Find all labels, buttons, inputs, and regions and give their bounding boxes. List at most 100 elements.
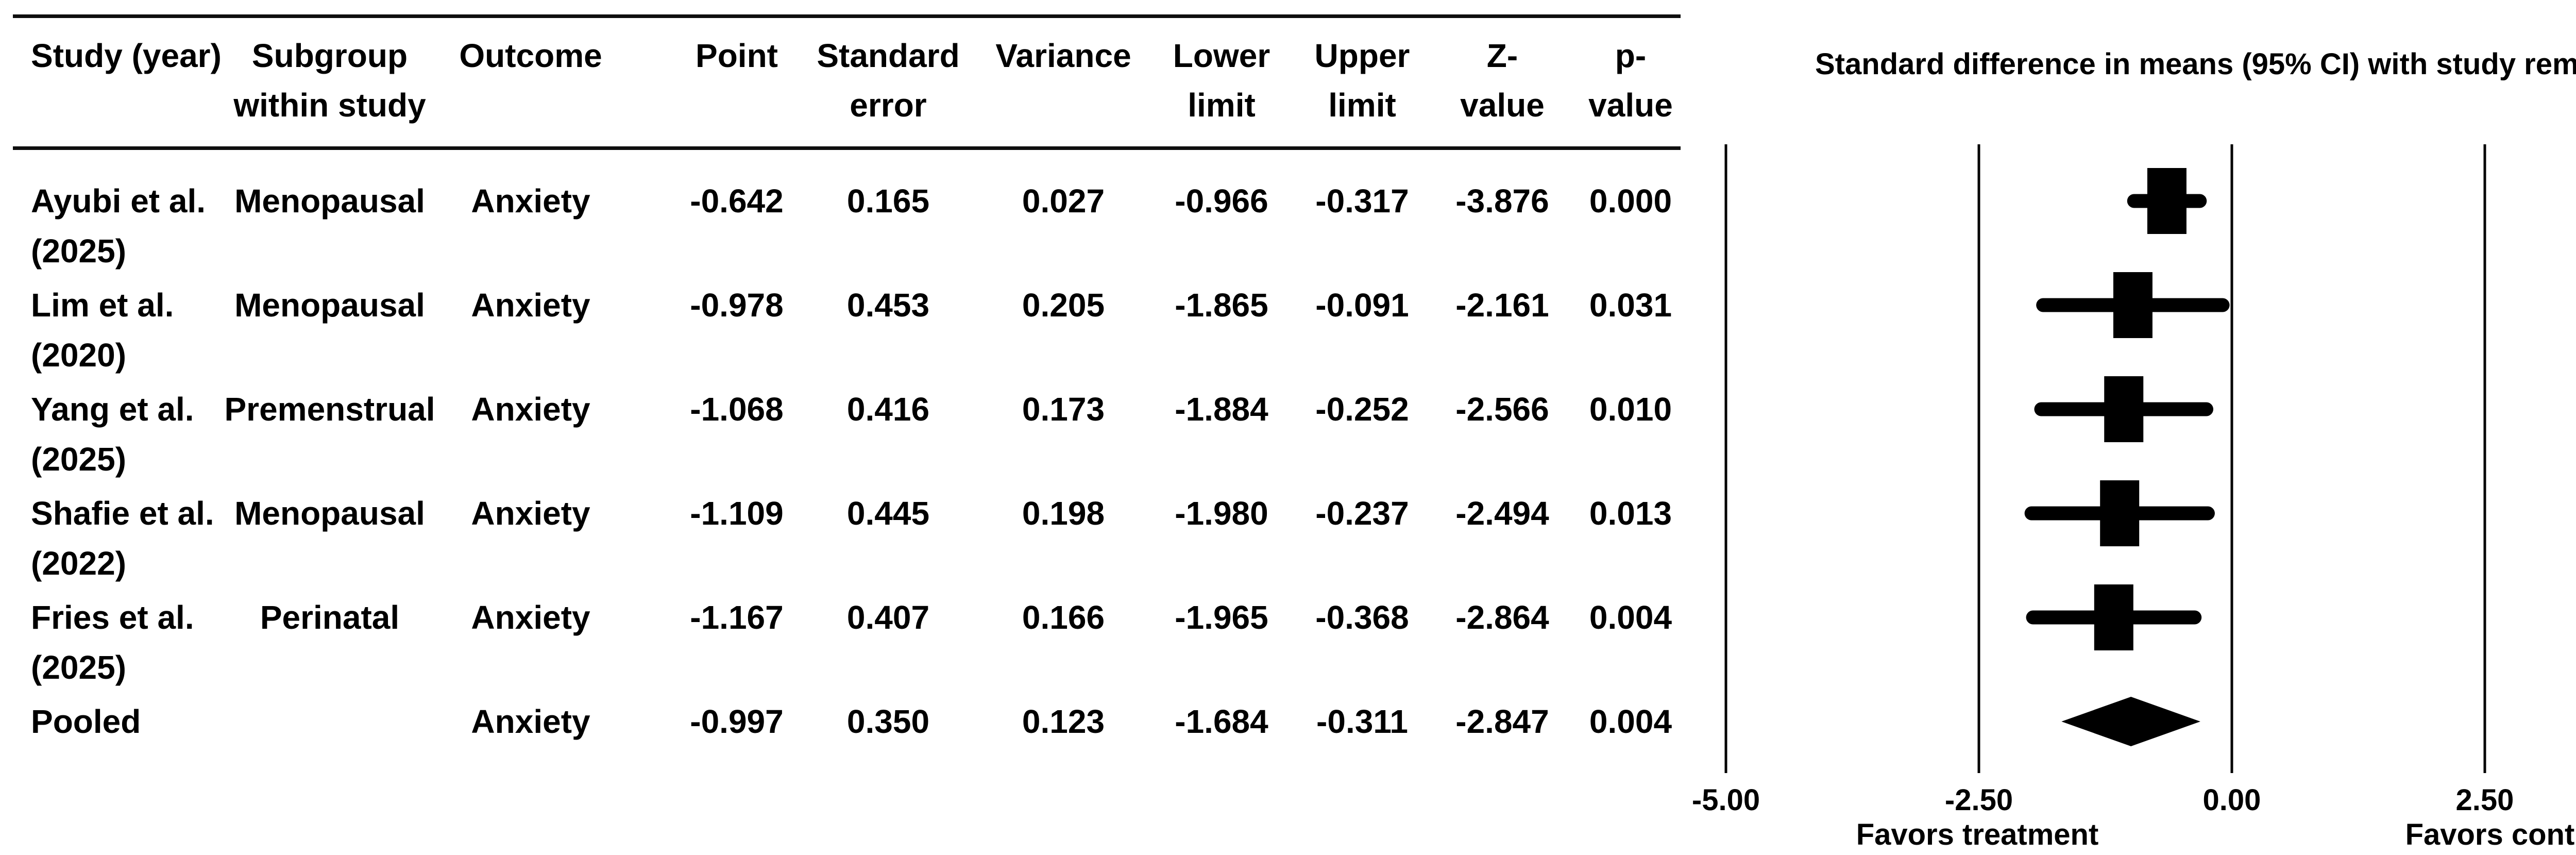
row-0-study: Ayubi et al. (2025) bbox=[31, 176, 258, 276]
header-line: Lower bbox=[1173, 37, 1270, 74]
header-line: limit bbox=[1188, 87, 1256, 124]
row-4-z: -2.864 bbox=[1455, 599, 1549, 636]
row-1-z: -2.161 bbox=[1455, 287, 1549, 324]
row-0-outcome: Anxiety bbox=[471, 182, 590, 220]
row-4-study: Fries et al. (2025) bbox=[31, 593, 258, 693]
header-point: Point bbox=[659, 31, 814, 80]
header-line: Study (year) bbox=[31, 37, 222, 74]
header-line: value bbox=[1588, 87, 1673, 124]
row-1-variance: 0.205 bbox=[1022, 287, 1105, 324]
row-2-se: 0.416 bbox=[846, 391, 930, 428]
row-4-point: -1.167 bbox=[690, 599, 784, 636]
study-name-line: Lim et al. bbox=[31, 287, 174, 324]
axis-tick-2.50: 2.50 bbox=[2455, 783, 2514, 817]
row-1-subgroup: Menopausal bbox=[234, 287, 425, 324]
row-0-point: -0.642 bbox=[690, 182, 784, 220]
header-line: error bbox=[850, 87, 927, 124]
header-line: Standard bbox=[817, 37, 960, 74]
header-line: Upper bbox=[1314, 37, 1410, 74]
table-top-rule bbox=[13, 14, 1681, 18]
row-1-point: -0.978 bbox=[690, 287, 784, 324]
row-5-lower: -1.684 bbox=[1175, 703, 1268, 740]
row-2-lower: -1.884 bbox=[1175, 391, 1268, 428]
row-0-p: 0.000 bbox=[1589, 182, 1672, 220]
point-square-1 bbox=[2113, 272, 2153, 338]
row-2-z: -2.566 bbox=[1455, 391, 1549, 428]
row-2-study: Yang et al. (2025) bbox=[31, 384, 258, 484]
header-line: Variance bbox=[995, 37, 1131, 74]
header-se: Standard error bbox=[811, 31, 965, 130]
point-square-0 bbox=[2147, 168, 2187, 234]
row-4-se: 0.407 bbox=[846, 599, 930, 636]
row-2-upper: -0.252 bbox=[1315, 391, 1409, 428]
header-study: Study (year) bbox=[31, 31, 258, 80]
study-name-line: (2025) bbox=[31, 232, 126, 270]
header-line: Z- bbox=[1486, 37, 1518, 74]
row-1-p: 0.031 bbox=[1589, 287, 1672, 324]
header-z: Z-value bbox=[1425, 31, 1580, 130]
row-5-upper: -0.311 bbox=[1316, 703, 1408, 740]
row-0-lower: -0.966 bbox=[1175, 182, 1268, 220]
row-5-p: 0.004 bbox=[1589, 703, 1672, 740]
row-3-se: 0.445 bbox=[846, 495, 930, 532]
row-1-upper: -0.091 bbox=[1315, 287, 1409, 324]
row-3-point: -1.109 bbox=[690, 495, 784, 532]
favors-treatment-label: Favors treatment bbox=[1856, 818, 2099, 851]
header-line: Subgroup bbox=[251, 37, 408, 74]
header-line: limit bbox=[1328, 87, 1396, 124]
header-subgroup: Subgroup within study bbox=[206, 31, 453, 130]
row-2-point: -1.068 bbox=[690, 391, 784, 428]
row-1-outcome: Anxiety bbox=[471, 287, 590, 324]
point-square-2 bbox=[2104, 376, 2144, 442]
row-5-study: Pooled bbox=[31, 697, 258, 747]
row-5-point: -0.997 bbox=[690, 703, 784, 740]
study-name-line: Ayubi et al. bbox=[31, 182, 206, 220]
study-name-line: Fries et al. bbox=[31, 599, 194, 636]
row-5-se: 0.350 bbox=[846, 703, 930, 740]
study-name-line: Yang et al. bbox=[31, 391, 194, 428]
pooled-diamond bbox=[2061, 697, 2200, 746]
axis-tick--5.00: -5.00 bbox=[1691, 783, 1760, 817]
row-3-z: -2.494 bbox=[1455, 495, 1549, 532]
header-p: p-value bbox=[1564, 31, 1698, 130]
row-2-variance: 0.173 bbox=[1022, 391, 1105, 428]
row-3-lower: -1.980 bbox=[1175, 495, 1268, 532]
row-4-p: 0.004 bbox=[1589, 599, 1672, 636]
header-line: p- bbox=[1615, 37, 1647, 74]
row-2-subgroup: Premenstrual bbox=[224, 391, 435, 428]
favors-control-label: Favors control bbox=[2405, 818, 2576, 851]
header-variance: Variance bbox=[986, 31, 1141, 80]
row-1-study: Lim et al. (2020) bbox=[31, 280, 258, 380]
row-5-outcome: Anxiety bbox=[471, 703, 590, 740]
header-outcome: Outcome bbox=[438, 31, 623, 80]
row-3-study: Shafie et al. (2022) bbox=[31, 489, 258, 589]
row-0-upper: -0.317 bbox=[1315, 182, 1409, 220]
row-0-se: 0.165 bbox=[846, 182, 930, 220]
row-3-upper: -0.237 bbox=[1315, 495, 1409, 532]
row-4-lower: -1.965 bbox=[1175, 599, 1268, 636]
row-0-subgroup: Menopausal bbox=[234, 182, 425, 220]
axis-tick--2.50: -2.50 bbox=[1944, 783, 2013, 817]
study-name-line: Shafie et al. bbox=[31, 495, 214, 532]
row-4-subgroup: Perinatal bbox=[260, 599, 400, 636]
row-5-variance: 0.123 bbox=[1022, 703, 1105, 740]
row-3-variance: 0.198 bbox=[1022, 495, 1105, 532]
row-2-p: 0.010 bbox=[1589, 391, 1672, 428]
header-upper: Upper limit bbox=[1285, 31, 1439, 130]
row-4-upper: -0.368 bbox=[1315, 599, 1409, 636]
study-name-line: (2022) bbox=[31, 545, 126, 582]
row-5-z: -2.847 bbox=[1455, 703, 1549, 740]
row-1-se: 0.453 bbox=[846, 287, 930, 324]
row-3-subgroup: Menopausal bbox=[234, 495, 425, 532]
row-3-p: 0.013 bbox=[1589, 495, 1672, 532]
study-name-line: (2020) bbox=[31, 337, 126, 374]
row-4-variance: 0.166 bbox=[1022, 599, 1105, 636]
header-line: value bbox=[1460, 87, 1545, 124]
plot-title: Standard difference in means (95% CI) wi… bbox=[1815, 47, 2576, 81]
row-0-z: -3.876 bbox=[1455, 182, 1549, 220]
study-name-line: (2025) bbox=[31, 441, 126, 478]
study-name-line: Pooled bbox=[31, 703, 141, 740]
header-line: Point bbox=[696, 37, 778, 74]
